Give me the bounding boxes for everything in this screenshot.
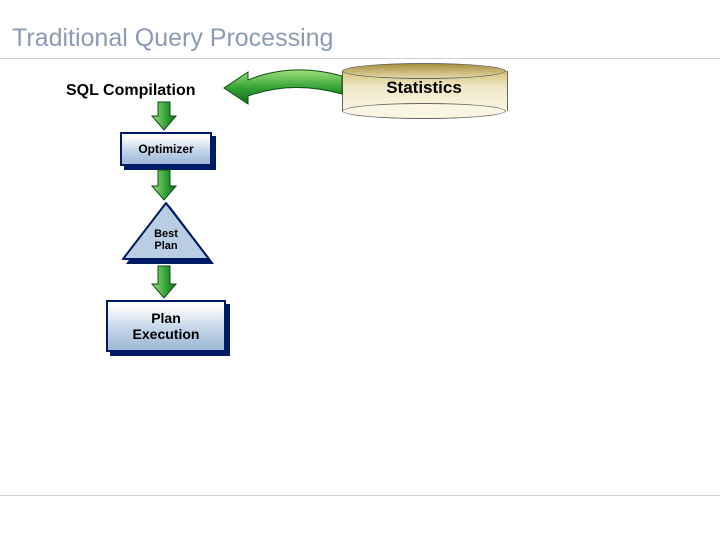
arrow-sql-to-optimizer [150, 100, 178, 132]
arrow-best-to-exec [150, 264, 178, 300]
node-statistics: Statistics [342, 63, 506, 119]
title-underline [0, 58, 720, 59]
arrow-stats-to-sql [222, 66, 342, 110]
footer-line [0, 495, 720, 496]
cylinder-bottom [342, 103, 506, 119]
node-optimizer: Optimizer [120, 132, 212, 166]
slide: { "title": { "text": "Traditional Query … [0, 0, 720, 540]
best-plan-label: BestPlan [122, 228, 210, 252]
optimizer-label: Optimizer [138, 142, 193, 156]
statistics-label: Statistics [342, 78, 506, 98]
node-sql-compilation: SQL Compilation [66, 82, 195, 100]
cylinder-top [342, 63, 506, 79]
node-best-plan: BestPlan [122, 202, 210, 264]
arrow-optimizer-to-best [150, 168, 178, 202]
slide-title: Traditional Query Processing [12, 24, 333, 53]
plan-execution-label: PlanExecution [133, 310, 200, 342]
node-plan-execution: PlanExecution [106, 300, 226, 352]
